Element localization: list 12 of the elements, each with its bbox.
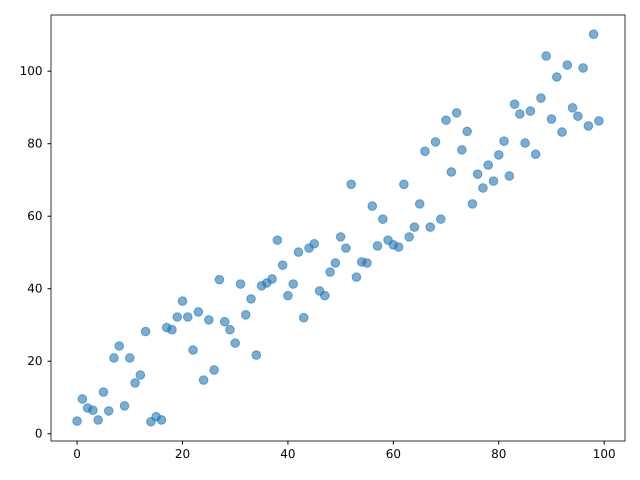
x-tick-label: 40	[280, 447, 296, 462]
x-tick-label: 0	[73, 447, 81, 462]
y-tick-label: 80	[27, 136, 42, 151]
y-tick-label: 20	[27, 354, 42, 368]
y-tick-label: 0	[34, 426, 42, 441]
x-tick-label: 20	[174, 447, 190, 462]
y-tick-label: 60	[27, 209, 42, 224]
y-tick-label: 100	[20, 64, 42, 78]
y-tick-label: 40	[27, 282, 42, 296]
x-tick-label: 60	[386, 447, 401, 462]
x-tick-label: 100	[592, 447, 616, 462]
x-tick-label: 80	[491, 447, 506, 462]
